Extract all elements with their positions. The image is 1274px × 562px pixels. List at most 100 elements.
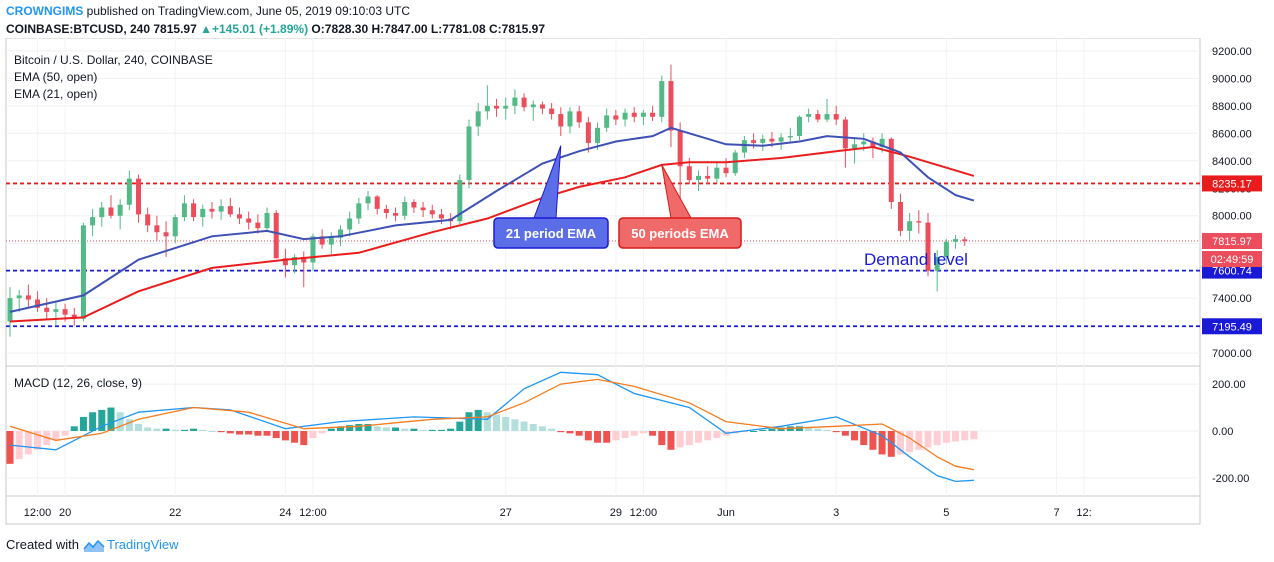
price-tick-label: 8800.00 xyxy=(1212,101,1252,113)
macd-histogram-bar xyxy=(245,431,253,435)
ema50-callout-pointer xyxy=(661,164,692,219)
macd-histogram-bar xyxy=(153,428,161,431)
macd-histogram-bar xyxy=(685,431,693,446)
axes: 7000.007200.007400.007600.007800.008000.… xyxy=(24,46,1262,519)
price-pane-title: Bitcoin / U.S. Dollar, 240, COINBASE xyxy=(14,53,213,67)
macd-histogram-bar xyxy=(952,431,960,442)
candle-body xyxy=(622,112,628,120)
candle-body xyxy=(962,239,968,242)
candle-body xyxy=(237,214,242,219)
candle-body xyxy=(723,167,729,174)
macd-histogram-bar xyxy=(795,426,803,431)
candle-body xyxy=(824,114,830,120)
candle-body xyxy=(576,111,582,123)
macd-histogram-bar xyxy=(575,431,583,436)
macd-histogram-bar xyxy=(630,431,638,436)
macd-histogram-bar xyxy=(456,421,464,431)
price-tick-label: 8400.00 xyxy=(1212,156,1252,168)
macd-histogram-bar xyxy=(281,431,289,441)
macd-pane-title[interactable]: MACD (12, 26, close, 9) xyxy=(14,376,142,390)
candle-body xyxy=(282,258,288,266)
candle-body xyxy=(659,81,665,117)
macd-histogram-bar xyxy=(603,431,611,443)
macd-histogram-bar xyxy=(483,412,491,431)
macd-tick-label: 200.00 xyxy=(1212,379,1246,391)
macd-histogram-bar xyxy=(869,431,877,450)
tradingview-link[interactable]: TradingView xyxy=(106,537,179,552)
macd-histogram-bar xyxy=(502,416,510,431)
candle-body xyxy=(631,112,637,117)
macd-histogram-bar xyxy=(520,421,528,431)
macd-histogram-bar xyxy=(970,431,978,440)
low-value: 7781.08 xyxy=(442,22,486,36)
legend-ema21[interactable]: EMA (21, open) xyxy=(14,87,97,101)
macd-histogram-bar xyxy=(713,431,721,439)
candle-body xyxy=(172,217,178,237)
time-tick-label: 12: xyxy=(1076,507,1091,519)
macd-histogram-bar xyxy=(851,431,859,441)
candle-body xyxy=(126,178,132,205)
time-tick-label: 22 xyxy=(169,507,181,519)
time-tick-label: 5 xyxy=(943,507,949,519)
macd-histogram-bar xyxy=(208,431,216,432)
macd-histogram-bar xyxy=(419,429,427,431)
symbol-label: COINBASE:BTCUSD, 240 xyxy=(6,22,151,36)
macd-histogram-bar xyxy=(61,431,69,436)
macd-histogram-bar xyxy=(373,426,381,431)
candle-body xyxy=(861,141,867,145)
macd-histogram-bar xyxy=(621,431,629,439)
candle-body xyxy=(108,207,114,216)
macd-histogram-bar xyxy=(759,429,767,431)
level-price-text: 7815.97 xyxy=(1212,236,1252,248)
chart-canvas[interactable]: 7000.007200.007400.007600.007800.008000.… xyxy=(0,38,1274,528)
grid xyxy=(6,38,1200,496)
candle-body xyxy=(7,298,13,322)
candle-body xyxy=(80,225,86,319)
published-text: published on TradingView.com, June 05, 2… xyxy=(86,4,410,18)
low-label: L: xyxy=(430,22,443,36)
countdown-text: 02:49:59 xyxy=(1211,254,1254,266)
time-tick-label: 12:00 xyxy=(299,507,327,519)
level-price-tag xyxy=(1202,175,1262,192)
candle-body xyxy=(870,141,876,148)
candle-body xyxy=(71,314,77,319)
candle-body xyxy=(393,212,399,216)
candle-body xyxy=(117,204,123,216)
candle-body xyxy=(650,112,656,117)
candle-body xyxy=(16,295,22,299)
annotations: 21 period EMA 50 periods EMA Demand level xyxy=(493,145,968,269)
candle-body xyxy=(796,116,802,137)
candle-body xyxy=(595,127,601,143)
candle-body xyxy=(897,202,903,231)
price-tick-label: 7400.00 xyxy=(1212,293,1252,305)
publisher-name[interactable]: CROWNGIMS xyxy=(6,4,84,18)
candle-body xyxy=(25,295,31,300)
price-change: +145.01 (+1.89%) xyxy=(212,22,309,36)
macd-histogram-bar xyxy=(135,423,143,431)
candle-body xyxy=(383,208,389,213)
candle-body xyxy=(751,140,757,143)
macd-histogram-bar xyxy=(437,429,445,431)
price-tick-label: 8000.00 xyxy=(1212,211,1252,223)
legend-ema50[interactable]: EMA (50, open) xyxy=(14,70,97,84)
candle-body xyxy=(337,229,343,238)
macd-histogram-bar xyxy=(52,431,60,441)
macd-histogram-bar xyxy=(933,431,941,446)
macd-histogram-bar xyxy=(364,423,372,431)
candle-body xyxy=(319,236,325,245)
candle-body xyxy=(218,206,224,212)
close-label: C: xyxy=(488,22,502,36)
macd-histogram-bar xyxy=(860,431,868,446)
candle-body xyxy=(787,136,793,138)
macd-histogram-bar xyxy=(639,431,647,434)
ema50-callout-box xyxy=(618,217,742,249)
ohlc-line: COINBASE:BTCUSD, 240 7815.97 ▲+145.01 (+… xyxy=(6,22,545,36)
macd-histogram-bar xyxy=(447,428,455,431)
candle-body xyxy=(402,202,408,216)
last-price: 7815.97 xyxy=(153,22,197,36)
candle-body xyxy=(677,130,683,167)
macd-histogram-bar xyxy=(612,431,620,441)
macd-tick-label: -200.00 xyxy=(1212,473,1249,485)
macd-histogram-bar xyxy=(107,407,115,431)
macd-histogram-bar xyxy=(24,431,32,455)
